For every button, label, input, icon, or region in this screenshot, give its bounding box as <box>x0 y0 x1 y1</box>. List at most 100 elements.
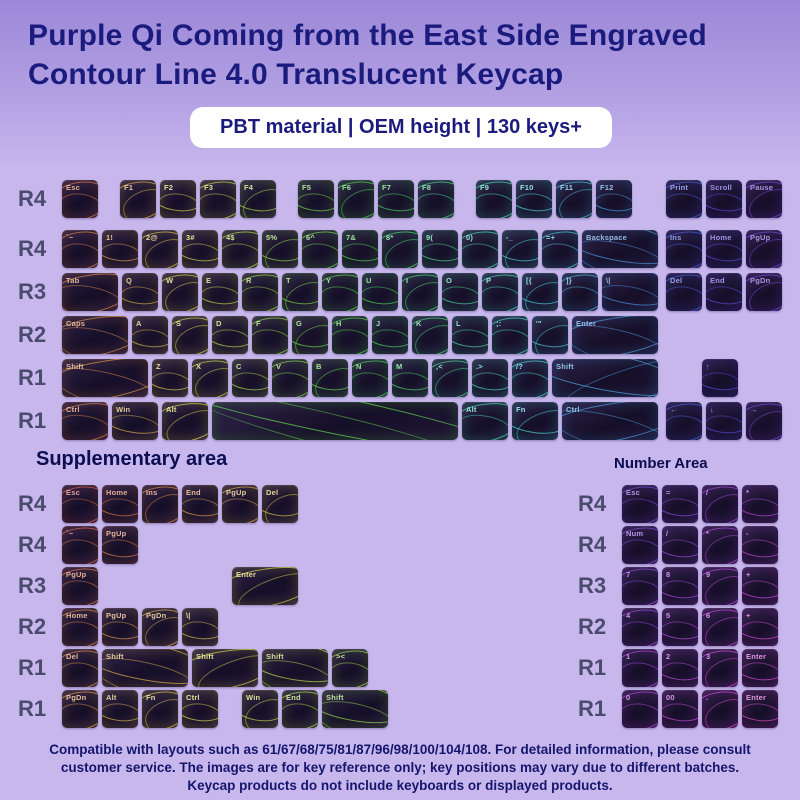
keycap-legend: 8* <box>386 233 394 242</box>
keycap-legend: P <box>486 276 492 285</box>
keycap-legend: PgUp <box>226 488 247 497</box>
keycap: ]} <box>562 273 598 311</box>
key-row-keys: Home PgUp PgDn \| <box>62 608 458 646</box>
keycap-legend: Enter <box>576 319 597 328</box>
keycap: Shift <box>192 649 258 687</box>
keycap: Y <box>322 273 358 311</box>
keycap-legend: 7 <box>626 570 631 579</box>
keycap: Enter <box>742 690 778 728</box>
keycap-legend: F2 <box>164 183 174 192</box>
keycap-legend: * <box>746 488 750 497</box>
nav-cluster: ↑ <box>662 359 782 397</box>
keyboard-row: R1 0 00. Enter <box>578 690 782 728</box>
keycap: J <box>372 316 408 354</box>
row-label: R1 <box>18 365 47 390</box>
key-row-keys: 7 8 9 + <box>622 567 782 605</box>
keycap: T <box>282 273 318 311</box>
keycap: R <box>242 273 278 311</box>
keycap-legend: `~ <box>66 233 74 242</box>
keycap: V <box>272 359 308 397</box>
keycap-legend: Enter <box>746 652 767 661</box>
spec-badge: PBT material | OEM height | 130 keys+ <box>190 107 612 148</box>
keycap: Shift <box>102 649 188 687</box>
supplementary-area-title: Supplementary area <box>36 448 228 470</box>
keycap: F1 <box>120 180 156 218</box>
keycap: F9 <box>476 180 512 218</box>
keycap-legend: S <box>176 319 182 328</box>
keycap: ;: <box>492 316 528 354</box>
keycap: * <box>702 526 738 564</box>
key-spacer <box>458 180 476 218</box>
keycap: Ins <box>666 230 702 268</box>
keycap: P <box>482 273 518 311</box>
keycap-legend: PgUp <box>106 611 127 620</box>
keycap: Ctrl <box>62 402 108 440</box>
key-row-keys: PgUp Enter <box>62 567 458 605</box>
keycap-legend: X <box>196 362 202 371</box>
keycap-legend: Num <box>626 529 644 538</box>
keycap: ↑ <box>702 359 738 397</box>
keycap-legend: 0 <box>626 693 631 702</box>
keycap: ↓ <box>706 402 742 440</box>
keycap: End <box>282 690 318 728</box>
keycap-legend: Enter <box>746 693 767 702</box>
keycap-legend: ↑ <box>706 362 710 371</box>
keycap: ,< <box>432 359 468 397</box>
keycap: A <box>132 316 168 354</box>
keycap-legend: ;: <box>496 319 502 328</box>
keycap-legend: End <box>286 693 301 702</box>
keycap-legend: Ctrl <box>66 405 80 414</box>
key-row-keys: 1 2 3 Enter <box>622 649 782 687</box>
disclaimer-text: Compatible with layouts such as 61/67/68… <box>49 742 751 793</box>
key-row-keys: Esc Home Ins End PgUp Del <box>62 485 458 523</box>
keycap-legend: / <box>666 529 669 538</box>
keycap-legend: ]} <box>566 276 572 285</box>
keycap-legend: Del <box>670 276 683 285</box>
keycap: 6 <box>702 608 738 646</box>
keycap-legend: B <box>316 362 322 371</box>
keycap: . <box>702 690 738 728</box>
keycap: Home <box>706 230 742 268</box>
keycap-legend: Alt <box>166 405 177 414</box>
keycap-legend: F4 <box>244 183 254 192</box>
keycap: 9( <box>422 230 458 268</box>
keycap-legend: .> <box>476 362 483 371</box>
keycap-legend: E <box>206 276 212 285</box>
keycap-legend: >< <box>336 652 346 661</box>
keycap: F8 <box>418 180 454 218</box>
keycap: F10 <box>516 180 552 218</box>
keycap: ← <box>666 402 702 440</box>
keycap: 5% <box>262 230 298 268</box>
keycap-legend: - <box>746 529 749 538</box>
keycap-legend: 9 <box>706 570 711 579</box>
keycap: End <box>182 485 218 523</box>
keycap: =+ <box>542 230 578 268</box>
key-spacer <box>662 359 702 397</box>
keycap: E <box>202 273 238 311</box>
keycap-legend: F6 <box>342 183 352 192</box>
keycap-legend: T <box>286 276 291 285</box>
keycap: PgDn <box>62 690 98 728</box>
keycap-legend: / <box>706 488 709 497</box>
keycap-legend: Scroll <box>710 183 733 192</box>
keycap: 6^ <box>302 230 338 268</box>
keycap-legend: Pause <box>750 183 774 192</box>
keycap: Pause <box>746 180 782 218</box>
keycap: >< <box>332 649 368 687</box>
keycap: Alt <box>162 402 208 440</box>
keycap: Ins <box>142 485 178 523</box>
row-label: R2 <box>578 614 607 639</box>
keycap-legend: 1 <box>626 652 631 661</box>
keycap-legend: = <box>666 488 671 497</box>
keycap <box>212 402 458 440</box>
keycap-legend: End <box>710 276 725 285</box>
keycap: H <box>332 316 368 354</box>
row-label: R1 <box>578 696 607 721</box>
keycap-legend: A <box>136 319 142 328</box>
keycap: K <box>412 316 448 354</box>
keyboard-row: R4 Num / * - <box>578 526 782 564</box>
keycap: Esc <box>62 180 98 218</box>
keycap: 1! <box>102 230 138 268</box>
row-label: R3 <box>18 279 47 304</box>
row-label: R1 <box>18 655 47 680</box>
